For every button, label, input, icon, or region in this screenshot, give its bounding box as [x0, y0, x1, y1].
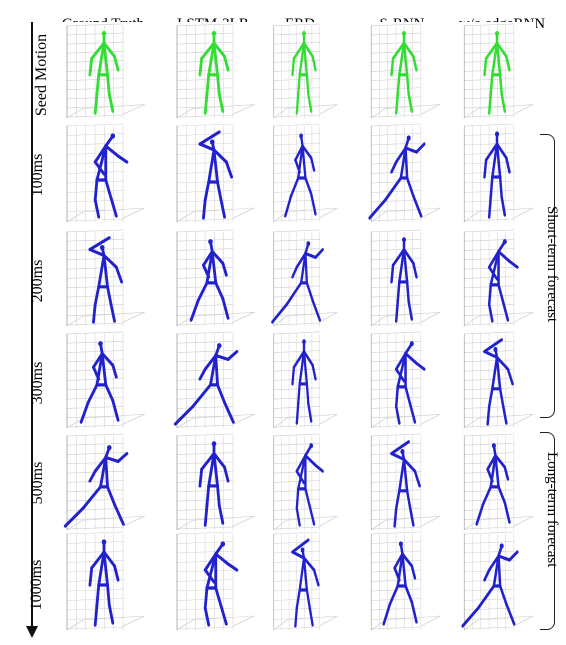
- pose-panel: [458, 22, 536, 118]
- pose-panel: [60, 330, 148, 428]
- short-term-bracket-label: Short-term forecast: [544, 206, 560, 323]
- pose-panel: [60, 530, 148, 630]
- pose-panel: [268, 432, 340, 530]
- time-axis-arrowhead: [26, 626, 38, 638]
- pose-panel: [365, 432, 443, 530]
- time-axis-line: [31, 22, 33, 630]
- pose-panel: [170, 330, 258, 428]
- row-label-1000ms: 1000ms: [28, 559, 45, 611]
- pose-panel: [268, 22, 340, 118]
- pose-panel: [170, 122, 258, 222]
- pose-panel: [170, 228, 258, 326]
- row-label-200ms: 200ms: [29, 259, 46, 303]
- pose-panel: [268, 330, 340, 428]
- long-term-bracket: [540, 432, 555, 630]
- pose-panel: [365, 228, 443, 326]
- pose-panel: [365, 122, 443, 222]
- row-label-100ms: 100ms: [29, 153, 46, 197]
- pose-panel: [60, 22, 148, 118]
- row-label-seed-motion: Seed Motion: [33, 33, 50, 117]
- pose-panel: [60, 228, 148, 326]
- pose-panel: [458, 530, 536, 630]
- pose-panel: [458, 122, 536, 222]
- pose-panel: [268, 122, 340, 222]
- pose-panel: [458, 330, 536, 428]
- pose-panel: [170, 432, 258, 530]
- pose-panel: [170, 530, 258, 630]
- pose-panel: [268, 228, 340, 326]
- pose-panel: [365, 530, 443, 630]
- pose-panel: [268, 530, 340, 630]
- row-label-300ms: 300ms: [29, 361, 46, 405]
- pose-panel: [60, 432, 148, 530]
- short-term-bracket: [540, 134, 555, 418]
- pose-panel: [60, 122, 148, 222]
- pose-panel: [458, 228, 536, 326]
- pose-panel: [170, 22, 258, 118]
- pose-panel: [365, 22, 443, 118]
- pose-panel: [365, 330, 443, 428]
- long-term-bracket-label: Long-term forecast: [544, 452, 560, 568]
- pose-panel: [458, 432, 536, 530]
- row-label-500ms: 500ms: [29, 461, 46, 505]
